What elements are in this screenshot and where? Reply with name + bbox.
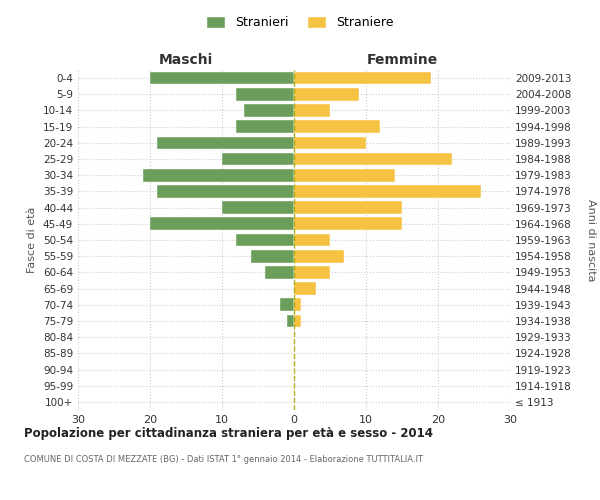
Text: Maschi: Maschi: [159, 53, 213, 67]
Y-axis label: Anni di nascita: Anni di nascita: [586, 198, 596, 281]
Bar: [294, 185, 481, 198]
Bar: [294, 266, 330, 278]
Bar: [294, 234, 330, 246]
Text: COMUNE DI COSTA DI MEZZATE (BG) - Dati ISTAT 1° gennaio 2014 - Elaborazione TUTT: COMUNE DI COSTA DI MEZZATE (BG) - Dati I…: [24, 455, 423, 464]
Bar: [294, 218, 402, 230]
Bar: [294, 120, 380, 133]
Bar: [294, 202, 402, 214]
Bar: [294, 314, 301, 328]
Bar: [236, 88, 294, 101]
Bar: [294, 136, 366, 149]
Bar: [294, 152, 452, 166]
Bar: [294, 250, 344, 262]
Bar: [294, 104, 330, 117]
Legend: Stranieri, Straniere: Stranieri, Straniere: [202, 11, 398, 34]
Bar: [294, 298, 301, 311]
Bar: [157, 136, 294, 149]
Text: Popolazione per cittadinanza straniera per età e sesso - 2014: Popolazione per cittadinanza straniera p…: [24, 428, 433, 440]
Bar: [287, 314, 294, 328]
Bar: [157, 185, 294, 198]
Bar: [222, 202, 294, 214]
Y-axis label: Fasce di età: Fasce di età: [28, 207, 37, 273]
Bar: [150, 218, 294, 230]
Bar: [251, 250, 294, 262]
Text: Femmine: Femmine: [367, 53, 437, 67]
Bar: [244, 104, 294, 117]
Bar: [294, 169, 395, 181]
Bar: [236, 234, 294, 246]
Bar: [150, 72, 294, 85]
Bar: [294, 72, 431, 85]
Bar: [294, 282, 316, 295]
Bar: [222, 152, 294, 166]
Bar: [143, 169, 294, 181]
Bar: [236, 120, 294, 133]
Bar: [280, 298, 294, 311]
Bar: [294, 88, 359, 101]
Bar: [265, 266, 294, 278]
